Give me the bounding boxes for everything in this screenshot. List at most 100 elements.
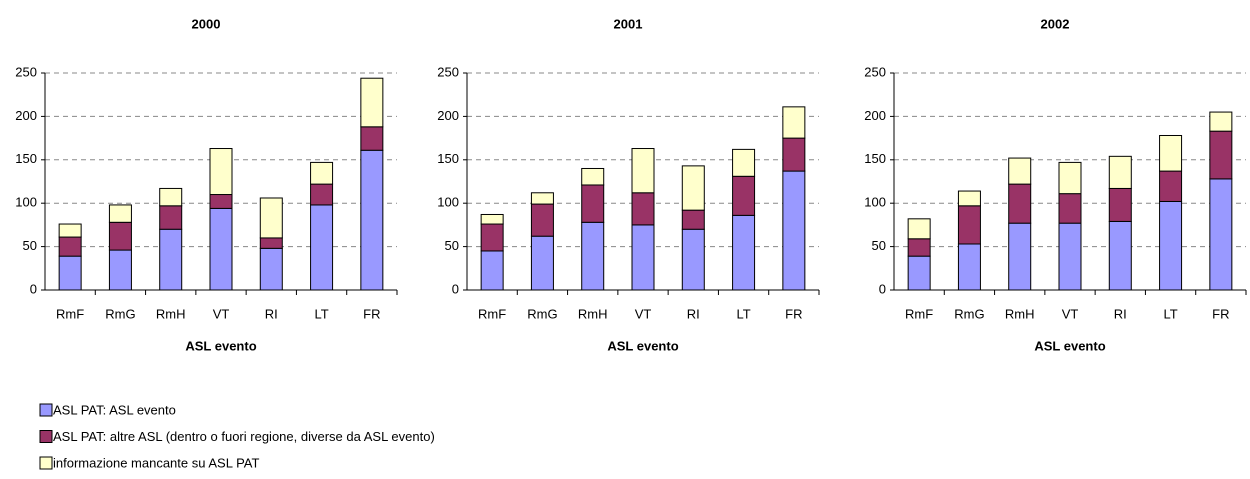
x-tick-label: LT (1163, 306, 1177, 321)
y-tick-label: 0 (879, 281, 886, 296)
bar-segment (1159, 170, 1183, 202)
y-tick-label: 200 (437, 108, 459, 123)
legend-label: ASL PAT: ASL evento (53, 402, 176, 417)
x-tick-label: RmG (527, 306, 557, 321)
bar-segment (108, 221, 132, 251)
bar-segment (681, 228, 705, 291)
bar-segment (480, 250, 504, 291)
bar-segment (907, 255, 931, 291)
chart-title: 2000 (192, 16, 221, 31)
x-axis-title: ASL evento (1034, 338, 1105, 353)
y-tick-label: 100 (437, 195, 459, 210)
bar-segment (1058, 222, 1082, 291)
bar-segment (259, 237, 283, 249)
y-tick-label: 250 (15, 64, 37, 79)
bar-segment (957, 205, 981, 245)
x-tick-label: RmH (156, 306, 186, 321)
bar-segment (732, 148, 756, 177)
bar-segment (907, 218, 931, 240)
x-tick-label: RI (265, 306, 278, 321)
bar-segment (1008, 183, 1032, 224)
bar-segment (631, 192, 655, 226)
y-tick-label: 50 (23, 238, 37, 253)
x-tick-label: LT (314, 306, 328, 321)
bar-segment (1008, 222, 1032, 291)
x-tick-label: RmF (56, 306, 84, 321)
y-tick-label: 50 (872, 238, 886, 253)
y-tick-label: 250 (864, 64, 886, 79)
bar-segment (1209, 178, 1233, 291)
bar-segment (1108, 155, 1132, 189)
bar-segment (360, 149, 384, 291)
bar-segment (1209, 111, 1233, 132)
legend-label: informazione mancante su ASL PAT (53, 455, 259, 470)
bar-segment (581, 167, 605, 186)
x-tick-label: RmG (954, 306, 984, 321)
bar-segment (159, 228, 183, 291)
y-tick-label: 200 (864, 108, 886, 123)
bar-segment (480, 223, 504, 252)
x-tick-label: LT (736, 306, 750, 321)
bar-segment (310, 183, 334, 206)
bar-segment (1108, 187, 1132, 222)
x-tick-label: RmF (478, 306, 506, 321)
bar-segment (159, 187, 183, 207)
bar-segment (159, 205, 183, 230)
bar-segment (957, 190, 981, 207)
x-tick-label: RmF (905, 306, 933, 321)
bar-segment (209, 148, 233, 196)
legend-label: ASL PAT: altre ASL (dentro o fuori regio… (53, 429, 435, 444)
y-tick-label: 0 (452, 281, 459, 296)
bar-segment (480, 213, 504, 225)
legend-swatch (39, 456, 53, 470)
bar-segment (957, 243, 981, 291)
bar-segment (581, 184, 605, 223)
bar-segment (1008, 157, 1032, 185)
y-tick-label: 0 (30, 281, 37, 296)
bar-segment (108, 204, 132, 223)
bar-segment (732, 214, 756, 291)
chart-title: 2001 (614, 16, 643, 31)
bar-segment (631, 148, 655, 194)
bar-segment (1159, 200, 1183, 291)
bar-segment (907, 238, 931, 257)
y-tick-label: 200 (15, 108, 37, 123)
bar-segment (1209, 130, 1233, 180)
bar-segment (310, 161, 334, 185)
bar-segment (310, 204, 334, 291)
x-tick-label: RI (1114, 306, 1127, 321)
x-tick-label: VT (635, 306, 652, 321)
y-tick-label: 50 (445, 238, 459, 253)
x-tick-label: RmH (578, 306, 608, 321)
bar-segment (530, 203, 554, 237)
bar-segment (782, 170, 806, 291)
legend-swatch (39, 403, 53, 417)
bar-segment (530, 192, 554, 205)
y-tick-label: 150 (15, 151, 37, 166)
x-tick-label: FR (1212, 306, 1229, 321)
bar-segment (58, 236, 82, 257)
bar-segment (782, 106, 806, 139)
x-tick-label: RmH (1005, 306, 1035, 321)
bar-segment (209, 207, 233, 291)
y-tick-label: 100 (864, 195, 886, 210)
bar-segment (581, 221, 605, 291)
x-tick-label: FR (363, 306, 380, 321)
x-tick-label: FR (785, 306, 802, 321)
x-tick-label: VT (213, 306, 230, 321)
chart-title: 2002 (1041, 16, 1070, 31)
bar-segment (360, 77, 384, 128)
bar-segment (1159, 134, 1183, 172)
bar-segment (782, 137, 806, 172)
bar-segment (530, 235, 554, 291)
x-tick-label: RmG (105, 306, 135, 321)
bar-segment (58, 255, 82, 291)
bar-segment (1058, 161, 1082, 195)
bar-segment (681, 165, 705, 211)
x-axis-title: ASL evento (185, 338, 256, 353)
x-tick-label: RI (687, 306, 700, 321)
y-tick-label: 250 (437, 64, 459, 79)
bar-segment (631, 224, 655, 291)
y-tick-label: 100 (15, 195, 37, 210)
